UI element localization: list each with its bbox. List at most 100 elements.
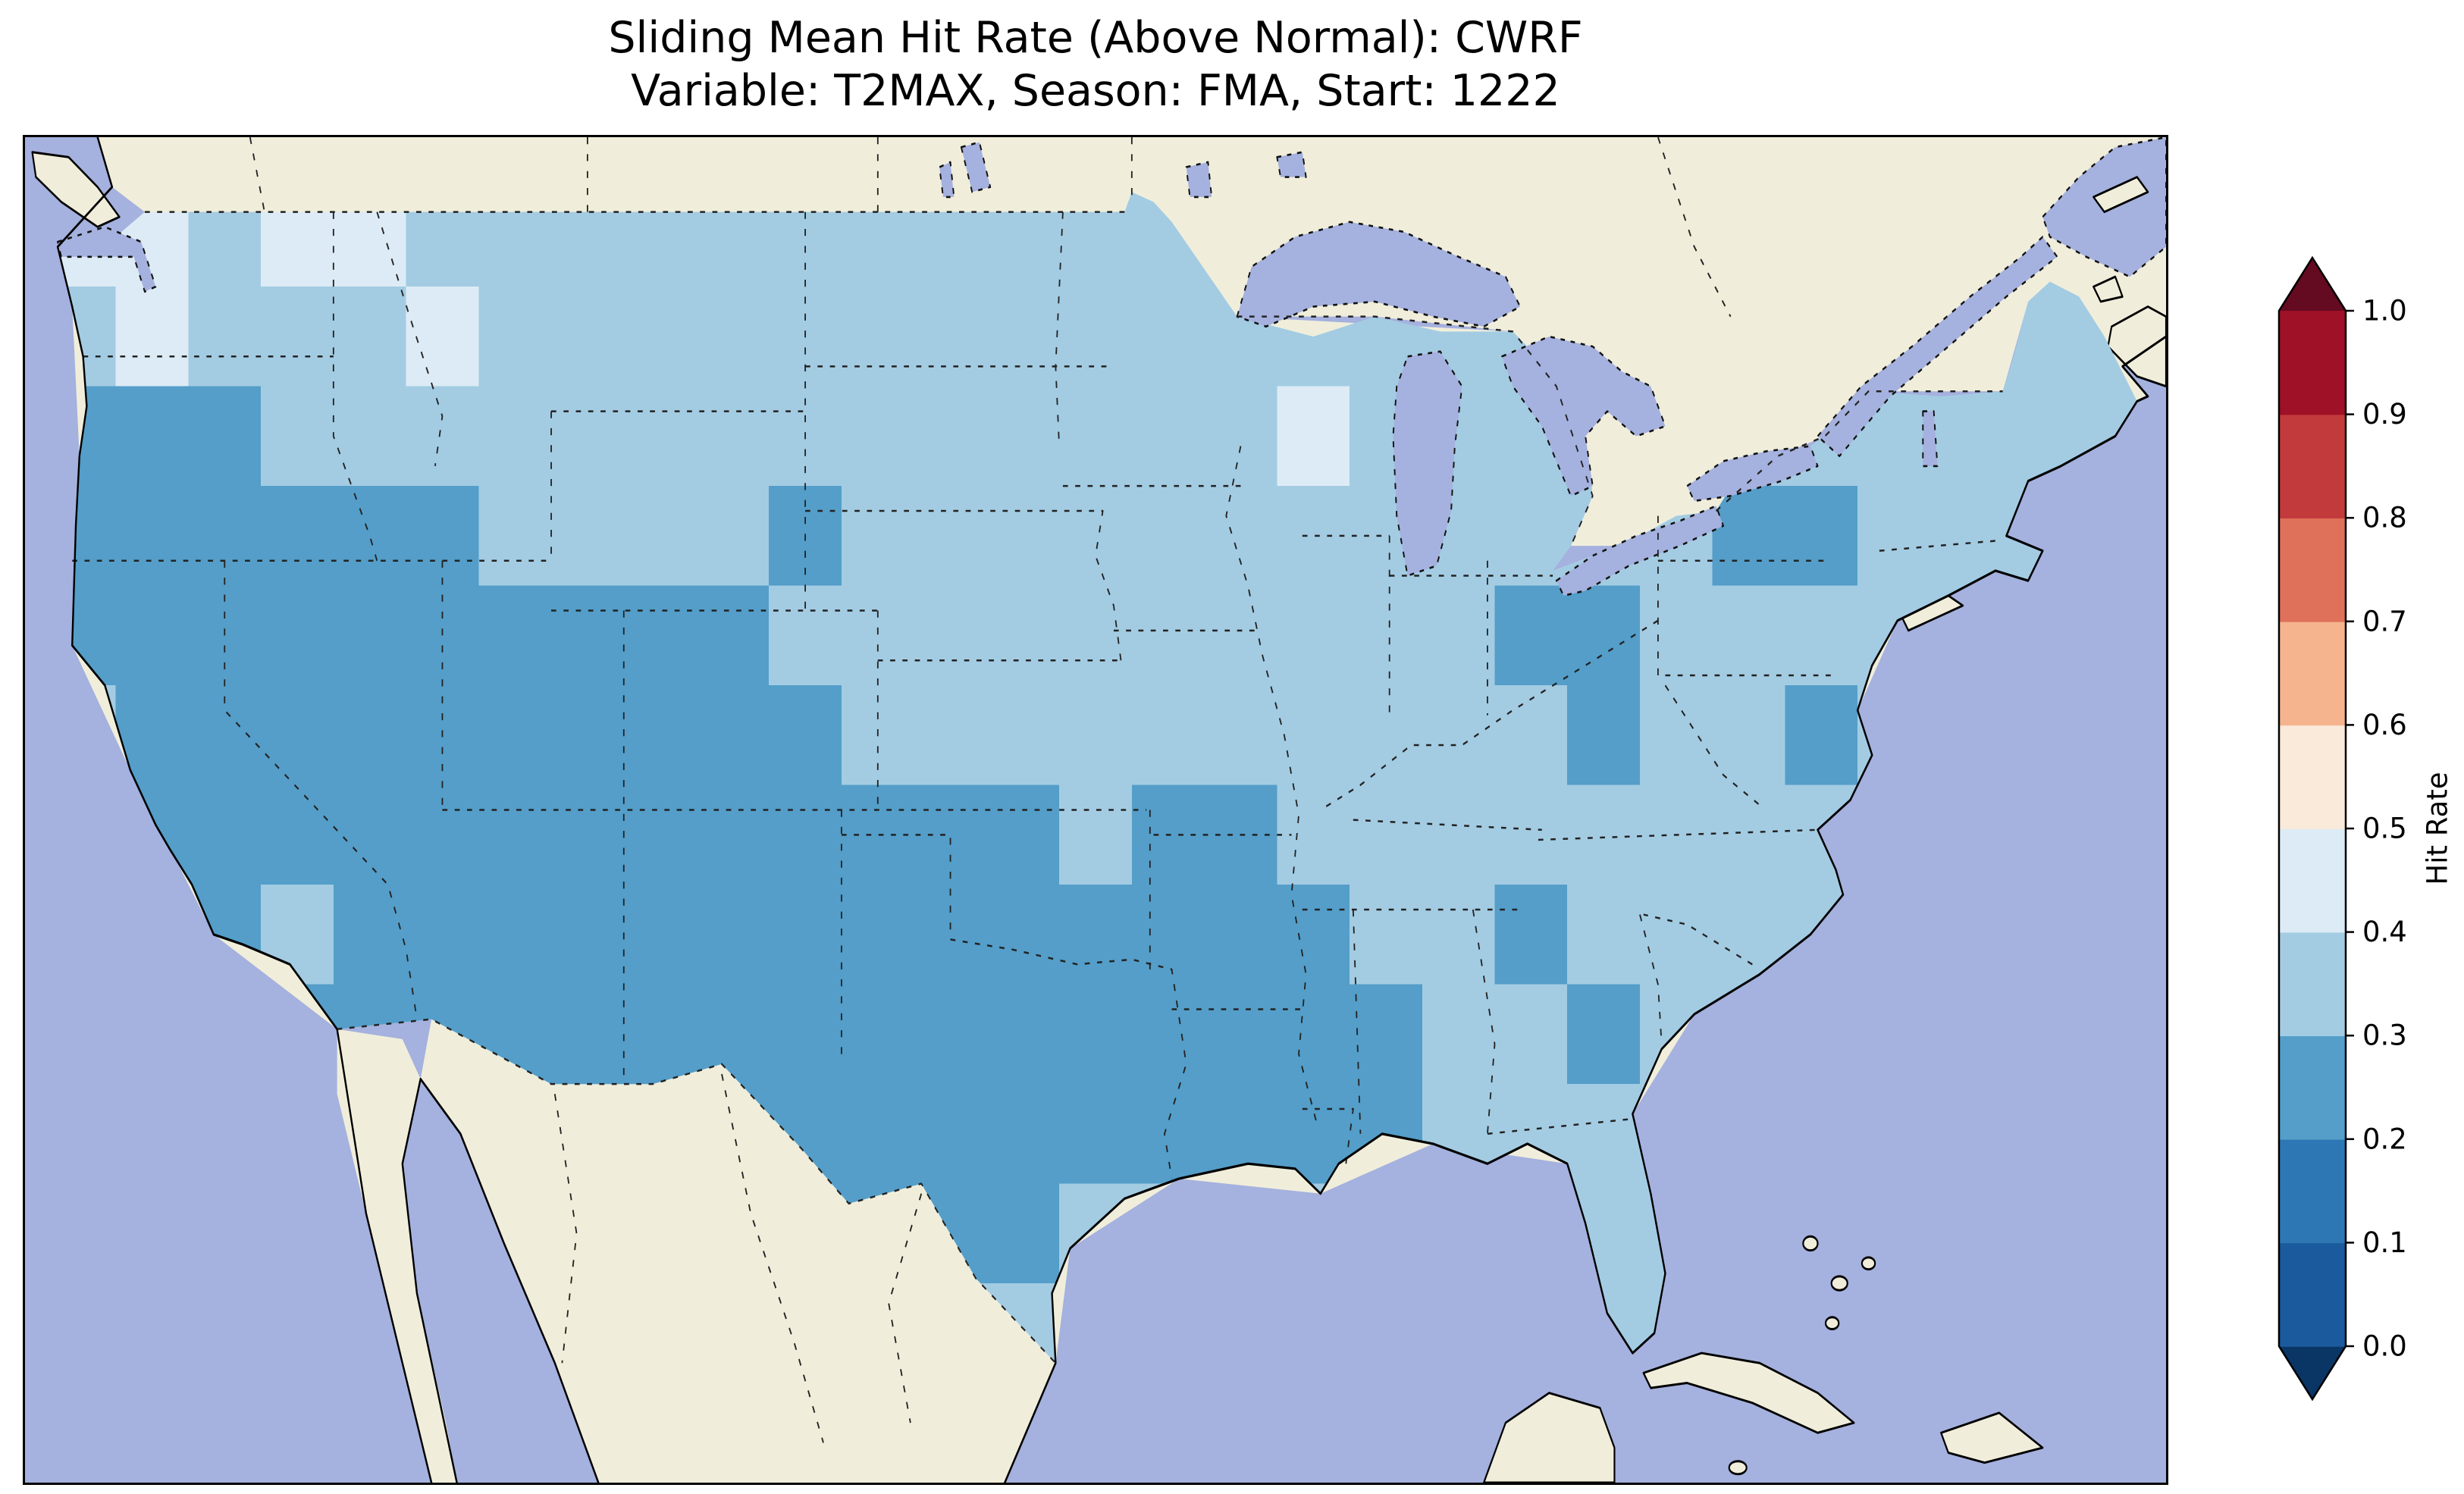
state-and-country-borders [72,137,2003,1443]
coastlines [56,137,2166,1483]
hit-rate-cell [841,984,916,1086]
hit-rate-cell [696,486,771,588]
hit-rate-cell [841,486,916,588]
hit-rate-cell [261,685,335,788]
lake-superior [1236,221,1521,328]
colorbar-tick-label: 0.9 [2362,398,2407,431]
hit-rate-cell [551,486,625,588]
colorbar-tick-label: 0.8 [2362,502,2407,534]
hit-rate-cell [1422,984,1497,1086]
hit-rate-cell [914,785,989,887]
hispaniola-island [1940,1411,2044,1464]
hit-rate-cell [1131,1084,1206,1186]
hit-rate-cell [914,685,989,788]
hit-rate-cell [1567,585,1641,687]
hit-rate-cell [769,685,843,788]
colorbar: 1.0 0.9 0.8 0.7 0.6 0.5 0.4 0.3 0.2 0.1 0.0 [2277,255,2407,1402]
colorbar-tick-label: 0.2 [2362,1123,2407,1155]
hit-rate-cell [261,386,335,488]
hit-rate-cell [623,585,698,687]
hit-rate-cell [986,685,1061,788]
hit-rate-cell [1350,984,1424,1086]
atlantic-gulf-coastline [1004,335,2166,1483]
hit-rate-cell [115,287,190,389]
hit-rate-cell [1350,685,1424,788]
hit-rate-cell [1494,785,1569,887]
hit-rate-cell [1494,486,1569,588]
hit-rate-cell [841,885,916,987]
hit-rate-cell [1494,885,1569,987]
hit-rate-cell [1712,486,1787,588]
hit-rate-cell [623,386,698,488]
hit-rate-cell [1712,585,1787,687]
hit-rate-cell [769,585,843,687]
hit-rate-cell [188,585,263,687]
hit-rate-cell [551,785,625,887]
hit-rate-cell [1567,885,1641,987]
hit-rate-cell [1567,1084,1641,1186]
hit-rate-cell [478,885,553,987]
hit-rate-cell [1277,984,1351,1086]
hit-rate-cell [1131,287,1206,389]
hit-rate-cell [261,486,335,588]
colorbar-bin [2279,1242,2346,1347]
hit-rate-cell [551,386,625,488]
anticosti-island [2093,176,2149,214]
hit-rate-cell [1059,287,1133,389]
hit-rate-cell [914,984,989,1086]
hit-rate-cell [478,287,553,389]
hit-rate-cell [914,287,989,389]
colorbar-bin [2279,518,2346,622]
colorbar-tick-label: 0.1 [2362,1226,2407,1259]
canada-landmass [97,137,2166,547]
hit-rate-cell [986,1084,1061,1186]
hit-rate-cell [696,785,771,887]
hit-rate-cell [1930,486,2005,588]
hit-rate-cell [261,287,335,389]
puget-sound [57,226,157,293]
colorbar-tick-label: 0.4 [2362,916,2407,948]
lake-manitoba [939,161,955,199]
hit-rate-cell [1059,585,1133,687]
hit-rate-cell [551,685,625,788]
hit-rate-cell [115,585,190,687]
cuba-island [1642,1351,1855,1434]
hit-rate-cell [623,685,698,788]
hit-rate-cell [551,984,625,1086]
hit-rate-cell [841,585,916,687]
colorbar-tick-label: 1.0 [2362,295,2407,327]
hit-rate-cell [1204,486,1279,588]
hit-rate-cell [914,486,989,588]
hit-rate-cell [1422,685,1497,788]
yucatan-peninsula [1483,1392,1616,1483]
hit-rate-cell [1059,386,1133,488]
hit-rate-cell [1204,386,1279,488]
hit-rate-cell [115,386,190,488]
hit-rate-cell [1857,486,1932,588]
hit-rate-cell [478,685,553,788]
map-axes [23,135,2168,1485]
great-lakes [57,137,2166,597]
hit-rate-cell [1422,885,1497,987]
colorbar-bin [2279,1035,2346,1140]
mexico-landmass [420,1019,1056,1483]
hit-rate-cell [914,1084,989,1186]
hit-rate-cell [1059,685,1133,788]
hit-rate-cell [333,885,408,987]
colorbar-axis-label: Hit Rate [2421,772,2454,885]
hit-rate-cell [115,486,190,588]
lake-huron [1501,335,1666,497]
colorbar-bin [2279,932,2346,1036]
hit-rate-cell [986,785,1061,887]
figure-title-line2: Variable: T2MAX, Season: FMA, Start: 122… [631,65,1560,116]
hit-rate-cell [769,785,843,887]
colorbar-bin [2279,1139,2346,1244]
hit-rate-cell [1639,885,1714,987]
hit-rate-cell [1131,486,1206,588]
hit-rate-cell [406,386,481,488]
hit-rate-cell [986,885,1061,987]
hit-rate-cell [914,386,989,488]
hit-rate-cell [1785,486,1860,588]
hit-rate-cell [261,585,335,687]
hit-rate-cell [478,785,553,887]
